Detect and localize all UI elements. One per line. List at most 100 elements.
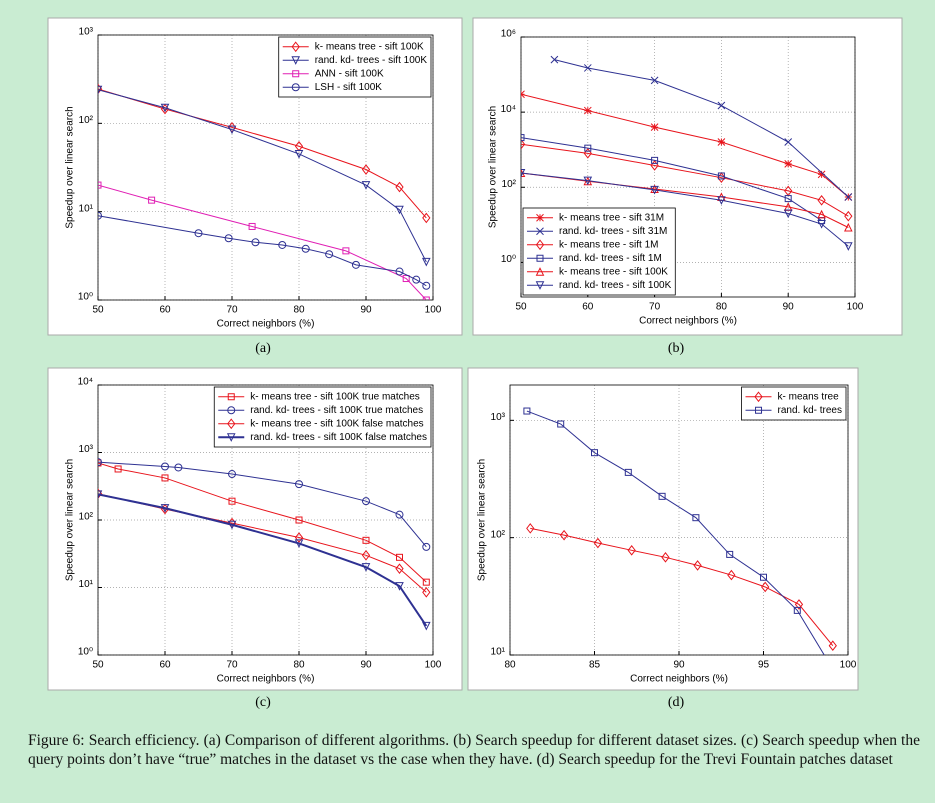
marker [226, 433, 236, 442]
marker [248, 222, 256, 230]
marker [661, 552, 670, 563]
marker [717, 172, 725, 180]
marker [224, 234, 233, 243]
x-tick-label: 80 [716, 302, 728, 313]
marker [98, 181, 102, 189]
marker [361, 563, 371, 572]
marker [228, 470, 236, 479]
marker [591, 449, 598, 457]
marker [361, 164, 371, 175]
marker [535, 281, 545, 290]
x-tick-label: 70 [649, 302, 661, 313]
marker [98, 85, 103, 95]
marker [160, 103, 170, 113]
legend-entry: k- means tree - sift 1M [527, 239, 658, 250]
marker [292, 70, 300, 78]
marker [844, 242, 853, 251]
marker [351, 260, 360, 269]
marker [291, 56, 301, 65]
marker [593, 537, 603, 549]
legend-entry: k- means tree - sift 100K [282, 41, 424, 53]
marker [693, 560, 702, 571]
marker [291, 41, 300, 53]
figure: 50 60 70 80 90 100 10⁰ 10¹ 10² 10³ Correct neighbo… [47, 17, 903, 710]
legend-entry: k- means tree - sift 100K true matches [218, 391, 420, 402]
legend: k- means tree - sift 100K rand. kd- trees… [278, 36, 432, 98]
panel-label: (c) [255, 695, 271, 710]
marker [523, 407, 531, 415]
marker [161, 462, 169, 471]
marker [784, 195, 792, 203]
legend-entry: k- means tree - sift 31M [527, 212, 664, 223]
y-tick-label: 10⁴ [501, 104, 516, 115]
y-tick-label: 10⁶ [501, 29, 516, 40]
marker [692, 514, 700, 522]
plot-area [523, 407, 837, 655]
y-tick-label: 10³ [79, 27, 94, 38]
x-tick-label: 100 [425, 660, 442, 671]
marker [362, 536, 370, 544]
legend-label: ANN - sift 100K [315, 68, 384, 79]
legend-label: rand. kd- trees - sift 100K false matche… [250, 432, 427, 443]
y-tick-label: 10² [502, 179, 517, 190]
plot-area [98, 83, 431, 300]
marker [114, 465, 122, 473]
marker [817, 194, 826, 206]
x-tick-label: 70 [226, 660, 238, 671]
x-tick-label: 100 [847, 302, 864, 313]
y-axis-label: Speedup over linear search [488, 106, 499, 228]
panel-label: (a) [255, 341, 271, 356]
x-tick-label: 100 [425, 305, 442, 316]
x-tick-label: 50 [515, 302, 527, 313]
y-axis-label: Speedup over linear search [65, 106, 76, 228]
caption: Figure 6: Search efficiency. (a) Compari… [28, 732, 920, 768]
marker [301, 244, 310, 253]
plot-frame [520, 36, 856, 298]
legend-label: k- means tree [778, 391, 840, 402]
series-line [554, 59, 849, 198]
x-axis-label: Correct neighbors (%) [630, 674, 728, 685]
marker [422, 296, 430, 300]
legend-label: k- means tree - sift 100K [559, 266, 668, 277]
marker [294, 539, 304, 549]
marker [422, 281, 431, 290]
plot-frame [97, 34, 434, 301]
x-axis-label: Correct neighbors (%) [217, 319, 315, 330]
marker [761, 581, 770, 593]
x-tick-label: 90 [360, 305, 372, 316]
x-tick-label: 50 [92, 305, 104, 316]
marker [395, 181, 404, 193]
legend-entry: LSH - sift 100K [282, 82, 382, 93]
marker [844, 210, 853, 222]
x-tick-label: 90 [360, 660, 372, 671]
series-line [98, 493, 428, 627]
marker [526, 523, 535, 534]
marker [658, 492, 666, 500]
marker [794, 599, 804, 610]
series-line [521, 143, 849, 217]
legend-box [522, 207, 676, 296]
marker [550, 55, 559, 64]
marker [98, 211, 102, 220]
y-tick-label: 10¹ [79, 579, 94, 590]
legend-entry: rand. kd- trees - sift 31M [527, 226, 667, 237]
marker [395, 563, 404, 574]
y-tick-label: 10² [491, 529, 506, 540]
marker [817, 220, 826, 229]
y-tick-label: 10³ [79, 444, 94, 455]
marker [295, 516, 303, 524]
plot-frame [97, 384, 434, 656]
marker [361, 181, 371, 190]
panel-label: (b) [668, 341, 685, 356]
marker [161, 474, 169, 482]
y-tick-label: 10² [79, 512, 94, 523]
y-tick-label: 10⁰ [501, 254, 516, 265]
marker [717, 172, 726, 183]
marker [717, 101, 726, 110]
marker [559, 529, 569, 541]
marker [755, 406, 763, 414]
marker [412, 275, 421, 284]
marker [148, 196, 156, 204]
marker [342, 247, 350, 255]
marker [194, 229, 203, 238]
